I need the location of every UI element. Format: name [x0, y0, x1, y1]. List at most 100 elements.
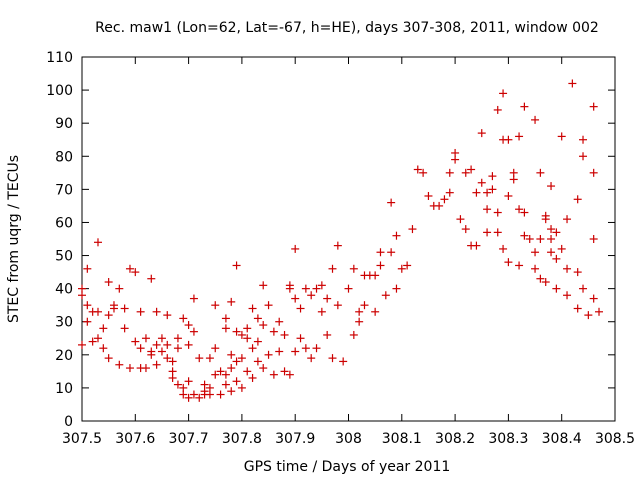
- data-point: [78, 340, 86, 349]
- data-point: [504, 258, 513, 267]
- data-point: [243, 367, 252, 376]
- data-point: [109, 304, 118, 313]
- data-point: [152, 360, 161, 369]
- data-point: [424, 191, 433, 200]
- data-point: [509, 175, 518, 184]
- data-point: [371, 271, 380, 280]
- data-point: [248, 344, 257, 353]
- data-point: [376, 261, 385, 270]
- data-point: [157, 334, 166, 343]
- x-tick-label: 308.5: [595, 431, 635, 447]
- data-point: [115, 284, 124, 293]
- data-point: [451, 155, 460, 164]
- data-point: [173, 344, 182, 353]
- data-point: [275, 347, 284, 356]
- data-point: [595, 307, 604, 316]
- data-point: [253, 314, 262, 323]
- data-point: [152, 340, 161, 349]
- data-point: [147, 274, 156, 283]
- data-point: [227, 350, 236, 359]
- data-point: [99, 324, 108, 333]
- data-point: [499, 244, 508, 253]
- x-tick-label: 307.6: [115, 431, 155, 447]
- data-point: [552, 254, 561, 263]
- y-tick-label: 50: [55, 249, 73, 265]
- data-point: [163, 340, 172, 349]
- x-tick-label: 307.9: [275, 431, 315, 447]
- data-point: [445, 188, 454, 197]
- data-point: [547, 248, 556, 257]
- y-tick-label: 0: [64, 414, 73, 430]
- data-point: [520, 231, 529, 240]
- data-point: [296, 304, 305, 313]
- data-point: [445, 168, 454, 177]
- data-point: [483, 205, 492, 214]
- data-point: [184, 377, 193, 386]
- data-point: [547, 225, 556, 234]
- data-point: [461, 225, 470, 234]
- data-point: [200, 387, 209, 396]
- x-tick-label: 307.8: [222, 431, 262, 447]
- data-point: [387, 248, 396, 257]
- data-point: [525, 235, 534, 243]
- data-point: [589, 168, 598, 177]
- data-point: [515, 205, 524, 214]
- data-point: [328, 354, 337, 363]
- data-point: [243, 334, 252, 343]
- data-point: [205, 390, 214, 399]
- data-point: [99, 344, 108, 353]
- data-point: [493, 228, 502, 237]
- data-point: [547, 235, 556, 243]
- data-point: [253, 337, 262, 346]
- data-point: [589, 294, 598, 303]
- data-point: [360, 301, 369, 310]
- data-point: [312, 344, 321, 353]
- data-point: [232, 327, 241, 336]
- data-point: [536, 274, 545, 283]
- data-point: [339, 357, 348, 366]
- data-point: [211, 344, 220, 353]
- data-point: [221, 314, 230, 323]
- data-point: [227, 297, 236, 306]
- y-tick-label: 60: [55, 215, 73, 231]
- y-axis-label: STEC from uqrg / TECUs: [6, 155, 22, 323]
- data-point: [392, 231, 401, 240]
- x-tick-label: 308.3: [488, 431, 528, 447]
- y-axis: 0 10 20 30 40 50 60 70 80 90 100 110: [46, 50, 615, 430]
- data-point: [467, 165, 476, 174]
- data-point: [573, 195, 582, 204]
- data-point: [531, 264, 540, 273]
- data-point: [499, 89, 508, 98]
- data-point: [483, 228, 492, 237]
- data-point: [221, 324, 230, 333]
- x-tick-label: 308.1: [382, 431, 422, 447]
- x-tick-label: 308.4: [542, 431, 582, 447]
- data-point: [472, 241, 481, 250]
- data-point: [173, 380, 182, 389]
- data-point: [248, 373, 257, 382]
- data-point: [355, 307, 364, 316]
- data-point: [232, 377, 241, 386]
- data-point: [227, 364, 236, 373]
- x-tick-label: 308: [335, 431, 362, 447]
- data-point: [88, 337, 97, 346]
- data-point: [232, 261, 241, 270]
- data-point: [269, 370, 278, 379]
- x-tick-label: 307.7: [169, 431, 209, 447]
- data-point: [296, 334, 305, 343]
- data-point: [376, 248, 385, 257]
- data-point: [579, 152, 588, 161]
- data-point: [83, 264, 92, 273]
- data-point: [317, 307, 326, 316]
- data-point: [291, 347, 300, 356]
- data-point: [392, 284, 401, 293]
- y-tick-label: 80: [55, 149, 73, 165]
- data-point: [147, 347, 156, 356]
- data-point: [243, 324, 252, 333]
- data-point: [307, 354, 316, 363]
- data-point: [184, 340, 193, 349]
- data-point: [493, 105, 502, 114]
- data-point: [440, 195, 449, 204]
- data-point: [573, 268, 582, 277]
- data-point: [120, 324, 129, 333]
